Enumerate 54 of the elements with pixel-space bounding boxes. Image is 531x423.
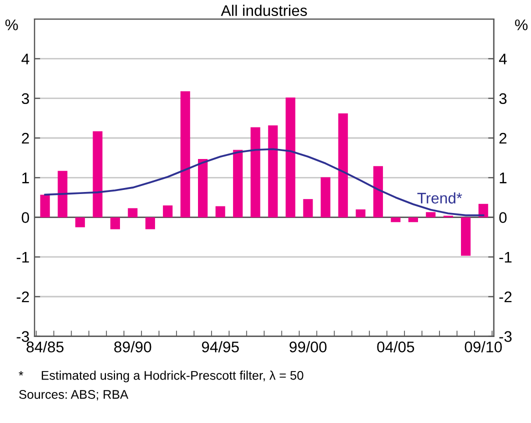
bar (250, 127, 260, 218)
y-tick-label: 0 (22, 212, 30, 223)
bar (162, 205, 173, 218)
y2-tick-label: -3 (499, 331, 512, 342)
bar (180, 91, 190, 218)
y-tick-label: 1 (22, 172, 29, 184)
x-tick-label: 89/90 (114, 341, 152, 352)
y-tick-label: 4 (22, 54, 30, 64)
x-tick-label: 04/05 (377, 341, 414, 352)
y2-axis-title: % (515, 20, 528, 30)
x-tick-label: 99/00 (290, 341, 327, 352)
y-tick-label: -3 (16, 331, 29, 342)
line-series (44, 148, 484, 216)
bar (303, 199, 313, 218)
y-tick-label: 2 (22, 132, 29, 144)
bar (40, 194, 50, 218)
bar (128, 208, 138, 218)
bar (216, 206, 226, 218)
bar (92, 131, 102, 218)
bar (356, 209, 366, 218)
y2-tick-label: -1 (499, 252, 512, 263)
source-note: Sources: ABS; RBA (19, 390, 128, 400)
bar (198, 159, 208, 218)
text: * Estimated using a Hodrick-Prescott filter, λ = 50 (18, 370, 304, 382)
chart-title: All industries (220, 4, 307, 16)
bar (286, 98, 296, 218)
series-label: Trend* (417, 192, 462, 204)
bar (145, 217, 156, 230)
y-tick-label: -1 (16, 252, 29, 263)
y2-tick-label: 4 (499, 54, 507, 64)
y-tick-label: 3 (22, 93, 29, 104)
y-tick-label: -2 (16, 291, 29, 302)
x-tick-label: 94/95 (202, 341, 239, 352)
bar (408, 217, 418, 222)
y2-tick-label: 1 (500, 172, 506, 184)
bar (426, 212, 436, 218)
bar (460, 217, 471, 256)
y-axis-title: % (5, 20, 18, 30)
y2-tick-label: 3 (499, 93, 507, 104)
y2-tick-label: 2 (499, 132, 506, 144)
bar (320, 177, 330, 218)
bar (268, 125, 278, 218)
bar (373, 166, 383, 218)
bar (58, 170, 68, 218)
bar (233, 150, 243, 218)
bar (478, 204, 488, 218)
bar (338, 113, 348, 218)
y2-tick-label: -2 (499, 291, 512, 302)
bar (75, 217, 85, 228)
y2-tick-label: 0 (499, 212, 507, 223)
x-tick-label: 84/85 (26, 341, 64, 352)
bar (110, 217, 120, 230)
bar (390, 217, 400, 222)
x-tick-label: 09/10 (464, 341, 502, 352)
